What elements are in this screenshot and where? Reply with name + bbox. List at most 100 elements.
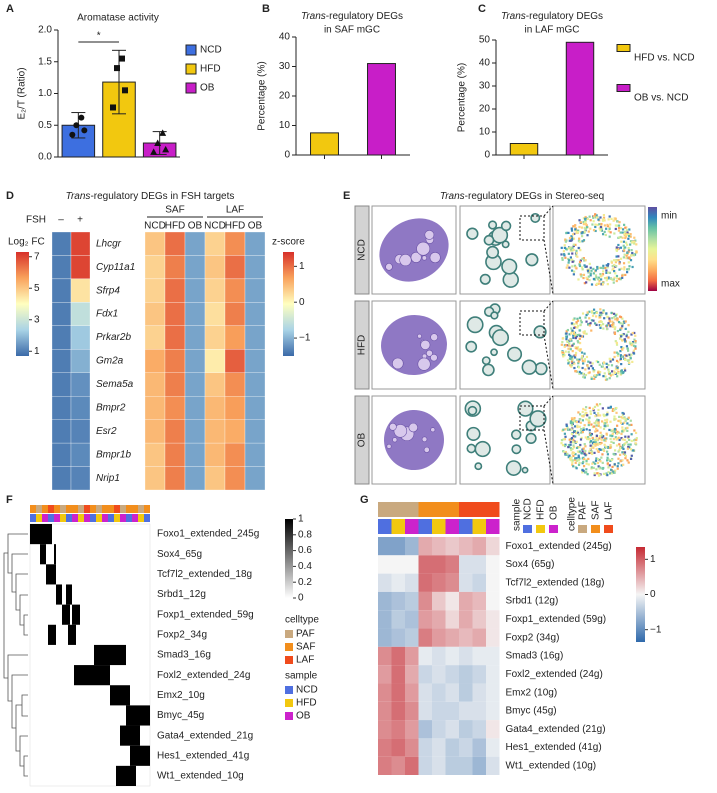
- spot: [596, 418, 599, 421]
- spot: [620, 436, 623, 440]
- spot: [599, 442, 602, 446]
- spot: [629, 240, 633, 243]
- spot: [593, 405, 597, 409]
- colorbar-tick-label: 1: [299, 261, 305, 272]
- spot: [599, 311, 602, 314]
- heatmap-segment: [94, 644, 126, 666]
- spot: [561, 257, 564, 260]
- spot: [595, 214, 598, 217]
- spot: [619, 453, 622, 456]
- heatmap-segment: [116, 765, 136, 786]
- spot: [613, 415, 616, 418]
- row-label: Smad3 (16g): [506, 651, 564, 662]
- spot: [582, 362, 585, 365]
- spot: [607, 322, 610, 325]
- annotation-cell: [78, 514, 84, 522]
- spot: [603, 449, 606, 452]
- spot: [607, 218, 610, 221]
- spot: [628, 256, 631, 259]
- spot: [583, 457, 586, 461]
- heatmap-cell: [204, 278, 226, 303]
- spot: [579, 443, 582, 447]
- spot: [589, 227, 592, 230]
- annotation-cell: [102, 514, 108, 522]
- spot: [601, 461, 604, 464]
- spot: [599, 308, 602, 311]
- row-label: Foxp2_34g: [157, 629, 207, 640]
- heatmap-cell: [378, 610, 392, 629]
- spot: [595, 447, 598, 451]
- heatmap-cell: [391, 701, 405, 721]
- spot: [568, 333, 571, 336]
- spot: [573, 366, 576, 370]
- heatmap-cell: [51, 372, 72, 397]
- spot: [602, 472, 606, 475]
- spot: [592, 440, 595, 443]
- spot: [565, 424, 568, 428]
- spot: [582, 428, 585, 431]
- spot: [621, 426, 624, 429]
- significance-label: *: [97, 31, 101, 42]
- heatmap-cell: [472, 573, 486, 592]
- spot: [625, 335, 628, 338]
- heatmap-cell: [472, 665, 486, 684]
- heatmap-cell: [51, 419, 72, 444]
- spot: [574, 243, 577, 246]
- spot: [590, 440, 593, 443]
- annotation-cell: [114, 505, 120, 513]
- spot: [610, 440, 613, 443]
- follicle: [408, 422, 418, 433]
- spot: [583, 226, 586, 230]
- legend-label: HFD: [296, 698, 317, 709]
- y-tick-label: 40: [279, 32, 291, 43]
- spot: [581, 419, 584, 422]
- spot: [613, 332, 617, 336]
- cluster: [529, 410, 547, 428]
- spot: [564, 450, 567, 454]
- heatmap-cell: [472, 701, 486, 721]
- follicle: [421, 436, 428, 443]
- spot: [598, 323, 601, 327]
- spot: [579, 418, 582, 421]
- spot: [629, 457, 633, 460]
- heatmap-cell: [70, 419, 91, 444]
- spot: [615, 438, 618, 441]
- spot: [627, 443, 630, 446]
- annotation-cell: [102, 505, 108, 513]
- spot: [621, 339, 624, 342]
- spot: [630, 249, 633, 252]
- spot: [561, 258, 564, 261]
- spot: [616, 354, 619, 357]
- spot: [611, 358, 615, 361]
- heatmap-cell: [70, 349, 91, 373]
- spot: [606, 224, 609, 228]
- spot: [580, 414, 584, 418]
- column-label: HFD: [225, 221, 246, 232]
- heatmap-cell: [244, 396, 266, 420]
- spot: [587, 463, 590, 466]
- heatmap-cell: [486, 683, 500, 702]
- heatmap-cell: [472, 591, 486, 611]
- spot: [605, 433, 608, 436]
- spot: [602, 216, 606, 219]
- spot: [568, 236, 572, 240]
- heatmap-cell: [445, 555, 459, 574]
- spot: [596, 429, 599, 432]
- spot: [594, 229, 597, 233]
- spot: [600, 229, 604, 232]
- spot: [570, 356, 573, 359]
- spot: [577, 411, 580, 414]
- y-tick-label: 20: [479, 104, 491, 115]
- annotation-cell: [472, 502, 486, 517]
- heatmap-cell: [391, 756, 405, 775]
- heatmap-cell: [432, 683, 446, 702]
- heatmap-label: FSH: [26, 215, 46, 226]
- spot: [630, 353, 633, 356]
- heatmap-cell: [144, 372, 166, 397]
- spot: [580, 372, 583, 375]
- spot: [625, 333, 628, 336]
- heatmap-segment: [46, 564, 56, 585]
- heatmap-segment: [120, 725, 140, 746]
- heatmap-cell: [51, 442, 72, 467]
- spot: [571, 344, 574, 347]
